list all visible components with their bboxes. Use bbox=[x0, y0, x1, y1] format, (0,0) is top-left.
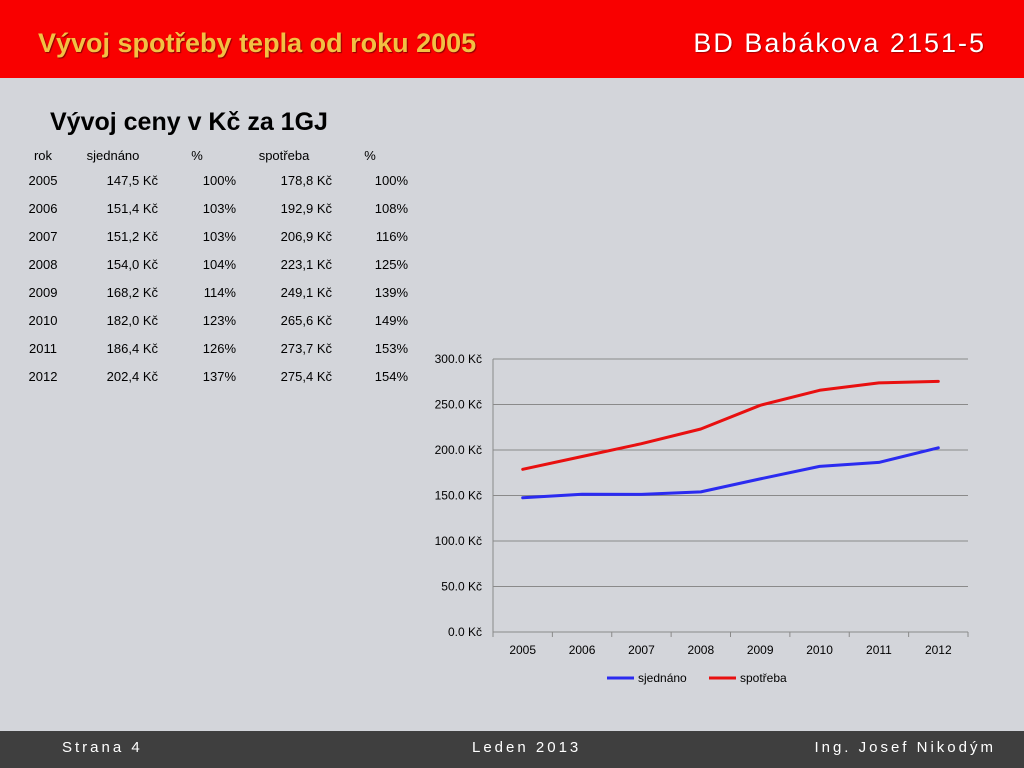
col-header-consumption: spotřeba bbox=[258, 147, 310, 163]
cell-agreed: 168,2 Kč bbox=[106, 284, 158, 300]
cell-agreed-pct: 100% bbox=[202, 172, 236, 188]
table-row: 2006 151,4 Kč 103% 192,9 Kč 108% bbox=[18, 194, 408, 222]
cell-consumption: 265,6 Kč bbox=[280, 312, 332, 328]
cell-agreed: 151,2 Kč bbox=[106, 228, 158, 244]
col-header-agreed: sjednáno bbox=[86, 147, 140, 163]
cell-consumption-pct: 125% bbox=[374, 256, 408, 272]
cell-consumption: 206,9 Kč bbox=[280, 228, 332, 244]
section-subtitle: Vývoj ceny v Kč za 1GJ bbox=[50, 108, 328, 136]
y-tick-label: 200.0 Kč bbox=[435, 443, 482, 457]
cell-consumption-pct: 139% bbox=[374, 284, 408, 300]
table-row: 2007 151,2 Kč 103% 206,9 Kč 116% bbox=[18, 222, 408, 250]
header-bar: Vývoj spotřeby tepla od roku 2005 BD Bab… bbox=[0, 0, 1024, 78]
x-tick-label: 2011 bbox=[866, 643, 892, 657]
col-header-year: rok bbox=[33, 147, 53, 163]
table-row: 2010 182,0 Kč 123% 265,6 Kč 149% bbox=[18, 306, 408, 334]
table-row: 2011 186,4 Kč 126% 273,7 Kč 153% bbox=[18, 334, 408, 362]
cell-year: 2006 bbox=[28, 200, 58, 216]
cell-agreed: 202,4 Kč bbox=[106, 368, 158, 384]
cell-agreed-pct: 104% bbox=[202, 256, 236, 272]
series-line-agreed bbox=[521, 446, 940, 500]
table-row: 2005 147,5 Kč 100% 178,8 Kč 100% bbox=[18, 166, 408, 194]
cell-agreed: 147,5 Kč bbox=[106, 172, 158, 188]
cell-year: 2007 bbox=[28, 228, 58, 244]
x-tick-label: 2010 bbox=[806, 643, 833, 657]
cell-consumption: 249,1 Kč bbox=[280, 284, 332, 300]
cell-consumption-pct: 153% bbox=[374, 340, 408, 356]
cell-year: 2011 bbox=[29, 340, 57, 356]
x-tick-label: 2006 bbox=[569, 643, 596, 657]
col-header-agreed-pct: % bbox=[191, 147, 203, 163]
series-line-consumption bbox=[521, 379, 940, 471]
cell-agreed-pct: 126% bbox=[202, 340, 236, 356]
table-row: 2012 202,4 Kč 137% 275,4 Kč 154% bbox=[18, 362, 408, 390]
cell-year: 2010 bbox=[28, 312, 58, 328]
y-tick-label: 100.0 Kč bbox=[435, 534, 482, 548]
cell-agreed-pct: 123% bbox=[202, 312, 236, 328]
cell-consumption: 192,9 Kč bbox=[280, 200, 332, 216]
col-header-consumption-pct: % bbox=[364, 147, 376, 163]
x-tick-label: 2008 bbox=[687, 643, 714, 657]
cell-agreed: 182,0 Kč bbox=[106, 312, 158, 328]
y-tick-label: 250.0 Kč bbox=[435, 398, 482, 412]
cell-agreed: 154,0 Kč bbox=[106, 256, 158, 272]
cell-agreed: 186,4 Kč bbox=[106, 340, 158, 356]
x-tick-label: 2009 bbox=[747, 643, 774, 657]
cell-consumption-pct: 116% bbox=[375, 228, 408, 244]
footer-date: Leden 2013 bbox=[472, 739, 582, 756]
cell-consumption: 275,4 Kč bbox=[280, 368, 332, 384]
x-tick-label: 2007 bbox=[628, 643, 655, 657]
slide-title: Vývoj spotřeby tepla od roku 2005 bbox=[38, 28, 477, 58]
cell-year: 2005 bbox=[28, 172, 58, 188]
footer-page-number: Strana 4 bbox=[62, 739, 143, 756]
price-table: rok sjednáno % spotřeba % 2005 147,5 Kč … bbox=[18, 144, 408, 390]
cell-agreed-pct: 137% bbox=[202, 368, 236, 384]
cell-consumption-pct: 154% bbox=[374, 368, 408, 384]
cell-consumption-pct: 100% bbox=[374, 172, 408, 188]
legend-label: spotřeba bbox=[740, 671, 787, 685]
cell-consumption-pct: 149% bbox=[374, 312, 408, 328]
cell-year: 2009 bbox=[28, 284, 58, 300]
cell-agreed-pct: 114% bbox=[203, 284, 236, 300]
y-tick-label: 150.0 Kč bbox=[435, 489, 482, 503]
cell-agreed-pct: 103% bbox=[202, 200, 236, 216]
header-building-label: BD Babákova 2151-5 bbox=[693, 28, 986, 58]
cell-year: 2012 bbox=[28, 368, 58, 384]
cell-year: 2008 bbox=[28, 256, 58, 272]
table-row: 2008 154,0 Kč 104% 223,1 Kč 125% bbox=[18, 250, 408, 278]
cell-agreed: 151,4 Kč bbox=[106, 200, 158, 216]
table-header-row: rok sjednáno % spotřeba % bbox=[18, 144, 408, 166]
cell-consumption: 223,1 Kč bbox=[280, 256, 332, 272]
y-tick-label: 300.0 Kč bbox=[435, 352, 482, 366]
y-tick-label: 50.0 Kč bbox=[441, 580, 482, 594]
footer-bar: Strana 4 Leden 2013 Ing. Josef Nikodým bbox=[0, 731, 1024, 768]
legend-label: sjednáno bbox=[638, 671, 687, 685]
y-tick-label: 0.0 Kč bbox=[448, 625, 482, 639]
cell-consumption-pct: 108% bbox=[374, 200, 408, 216]
price-line-chart: 0.0 Kč 50.0 Kč 100.0 Kč 150.0 Kč 200.0 Kč 250… bbox=[435, 352, 969, 685]
cell-consumption: 273,7 Kč bbox=[280, 340, 332, 356]
footer-author: Ing. Josef Nikodým bbox=[814, 739, 996, 756]
cell-consumption: 178,8 Kč bbox=[280, 172, 332, 188]
table-row: 2009 168,2 Kč 114% 249,1 Kč 139% bbox=[18, 278, 408, 306]
cell-agreed-pct: 103% bbox=[202, 228, 236, 244]
x-tick-label: 2012 bbox=[925, 643, 952, 657]
x-tick-label: 2005 bbox=[509, 643, 536, 657]
